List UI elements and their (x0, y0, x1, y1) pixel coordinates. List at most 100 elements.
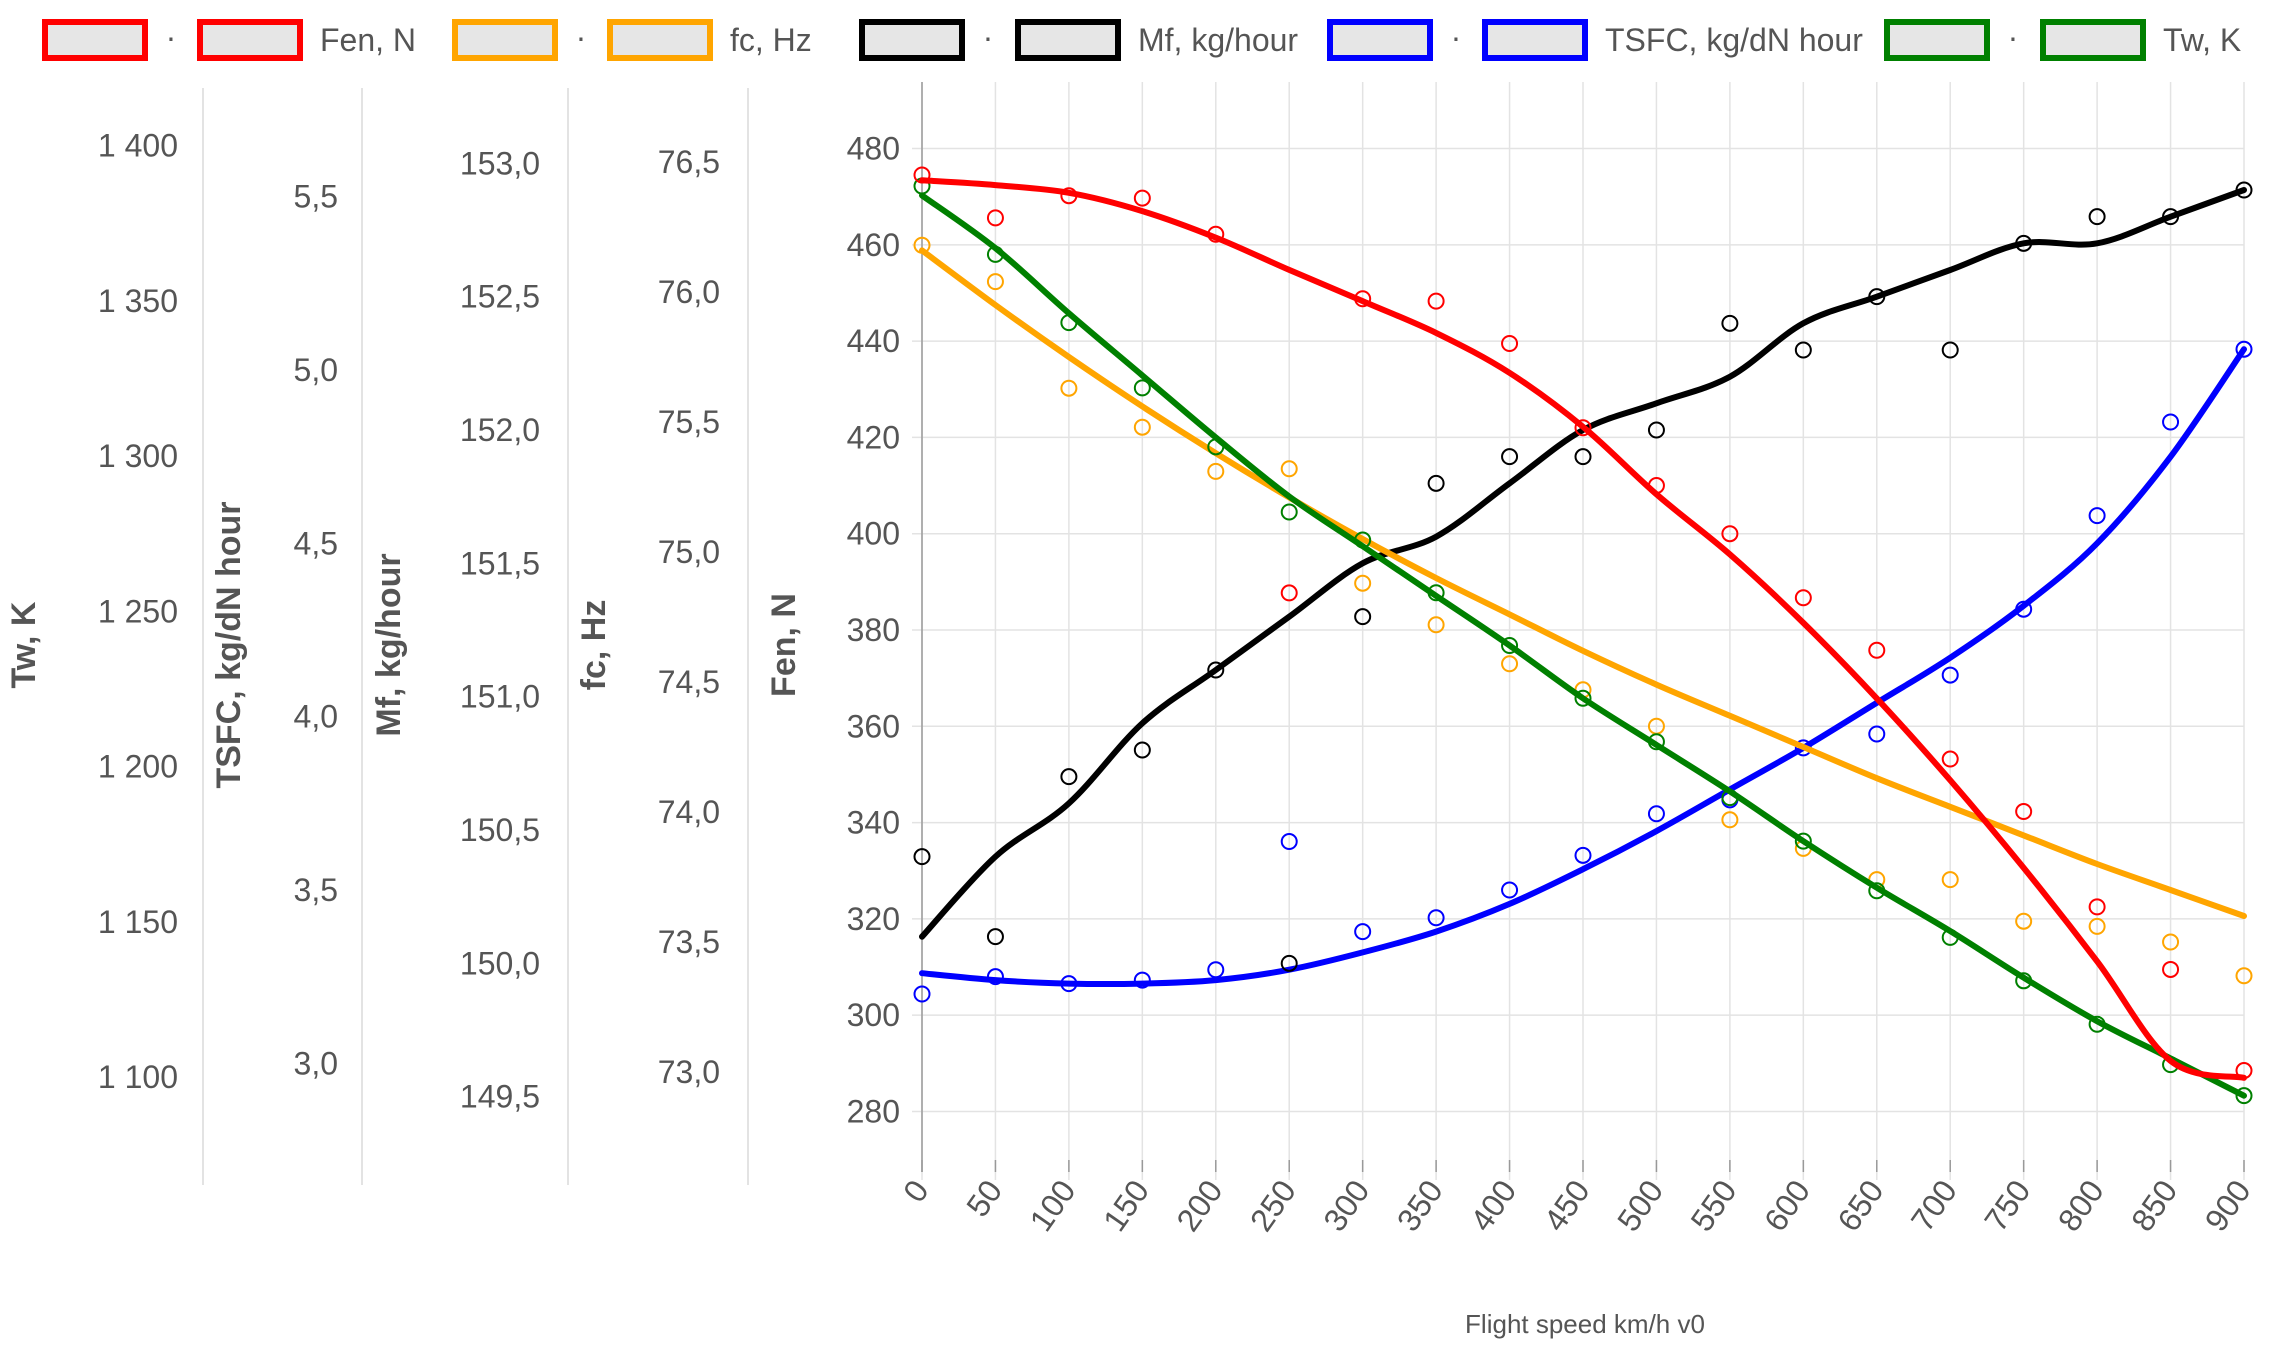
data-point (1647, 805, 1665, 823)
data-point (2162, 960, 2180, 978)
data-point (1354, 574, 1372, 592)
y-tick-label: 1 350 (98, 283, 178, 319)
data-point (986, 968, 1004, 986)
data-point (1868, 641, 1886, 659)
data-point (986, 245, 1004, 263)
x-tick-label: 450 (1537, 1173, 1597, 1237)
y-tick-label: 400 (847, 516, 900, 552)
y-tick-label: 320 (847, 901, 900, 937)
y-tick-label: 1 100 (98, 1059, 178, 1095)
legend-separator: · (576, 19, 587, 55)
data-point (1280, 503, 1298, 521)
legend: · Fen, N · fc, Hz · Mf, kg/hour · TSFC, kg/dN h… (42, 19, 2241, 61)
data-point (1721, 525, 1739, 543)
data-point (1647, 477, 1665, 495)
y-tick-label: 5,0 (294, 352, 338, 388)
trend-line-3 (919, 346, 2247, 988)
data-point (1354, 608, 1372, 626)
data-point (2235, 1087, 2253, 1105)
x-tick-label: 900 (2198, 1173, 2258, 1237)
x-tick-label: 150 (1096, 1173, 1156, 1237)
data-point (2235, 340, 2253, 358)
y-tick-label: 280 (847, 1093, 900, 1129)
y-tick-label: 1 200 (98, 749, 178, 785)
x-tick-label: 50 (959, 1173, 1009, 1223)
data-point (1207, 462, 1225, 480)
data-point (1207, 661, 1225, 679)
x-tick-label: 650 (1830, 1173, 1890, 1237)
data-point (1868, 882, 1886, 900)
y-axis-title: Mf, kg/hour (370, 553, 408, 736)
x-tick-label: 200 (1169, 1173, 1229, 1237)
data-point (913, 166, 931, 184)
legend-label: TSFC, kg/dN hour (1605, 22, 1863, 58)
legend-label: Fen, N (320, 22, 416, 58)
x-tick-label: 750 (1977, 1173, 2037, 1237)
y-tick-label: 152,5 (460, 279, 540, 315)
y-tick-label: 76,0 (658, 274, 720, 310)
data-point (2015, 234, 2033, 252)
data-point (2162, 413, 2180, 431)
data-point (1280, 954, 1298, 972)
x-axis-title: Flight speed km/h v0 (1465, 1309, 1705, 1339)
data-point (986, 209, 1004, 227)
legend-item: · fc, Hz (452, 19, 812, 61)
y-tick-label: 380 (847, 612, 900, 648)
x-tick-label: 800 (2051, 1173, 2111, 1237)
data-point (2015, 912, 2033, 930)
y-tick-label: 75,0 (658, 534, 720, 570)
data-point (2162, 208, 2180, 226)
y-tick-label: 150,0 (460, 945, 540, 981)
data-point (1060, 975, 1078, 993)
data-point (1794, 341, 1812, 359)
data-point (1133, 189, 1151, 207)
data-point (1794, 832, 1812, 850)
y-axis-title: TSFC, kg/dN hour (210, 501, 248, 788)
data-point (913, 848, 931, 866)
y-tick-label: 1 300 (98, 438, 178, 474)
x-tick-label: 300 (1316, 1173, 1376, 1237)
data-point (2162, 933, 2180, 951)
legend-swatch (42, 19, 148, 61)
y-axis-title: Tw, K (5, 601, 43, 688)
legend-swatch (2040, 19, 2146, 61)
data-point (1941, 750, 1959, 768)
legend-swatch (1884, 19, 1990, 61)
legend-swatch (859, 19, 965, 61)
data-point (986, 928, 1004, 946)
legend-label: Mf, kg/hour (1138, 22, 1298, 58)
legend-separator: · (1451, 19, 1462, 55)
data-point (1133, 741, 1151, 759)
legend-item: · Tw, K (1884, 19, 2241, 61)
data-point (1574, 689, 1592, 707)
y-tick-label: 480 (847, 131, 900, 167)
data-point (1721, 314, 1739, 332)
y-tick-label: 460 (847, 227, 900, 263)
data-point (1427, 474, 1445, 492)
legend-label: Tw, K (2163, 22, 2241, 58)
trend-line-0 (919, 177, 2247, 1081)
data-point (1501, 448, 1519, 466)
y-tick-label: 73,0 (658, 1054, 720, 1090)
series-2 (913, 181, 2253, 972)
legend-item: · Mf, kg/hour (859, 19, 1298, 61)
axes: 0 50 100 150 200 250 300 350 400 450 500 550 600 650 7… (5, 82, 2258, 1238)
legend-swatch (1015, 19, 1121, 61)
data-point (1941, 666, 1959, 684)
data-point (1280, 460, 1298, 478)
data-point (2015, 803, 2033, 821)
data-point (2015, 972, 2033, 990)
data-point (1133, 379, 1151, 397)
data-point (2088, 898, 2106, 916)
data-point (1721, 811, 1739, 829)
data-point (1868, 725, 1886, 743)
y-tick-label: 1 400 (98, 128, 178, 164)
trend-line-1 (919, 247, 2247, 919)
x-tick-label: 350 (1390, 1173, 1450, 1237)
legend-label: fc, Hz (730, 22, 812, 58)
data-point (1574, 448, 1592, 466)
data-point (1060, 187, 1078, 205)
data-point (1941, 871, 1959, 889)
data-point (1354, 923, 1372, 941)
y-tick-label: 76,5 (658, 144, 720, 180)
